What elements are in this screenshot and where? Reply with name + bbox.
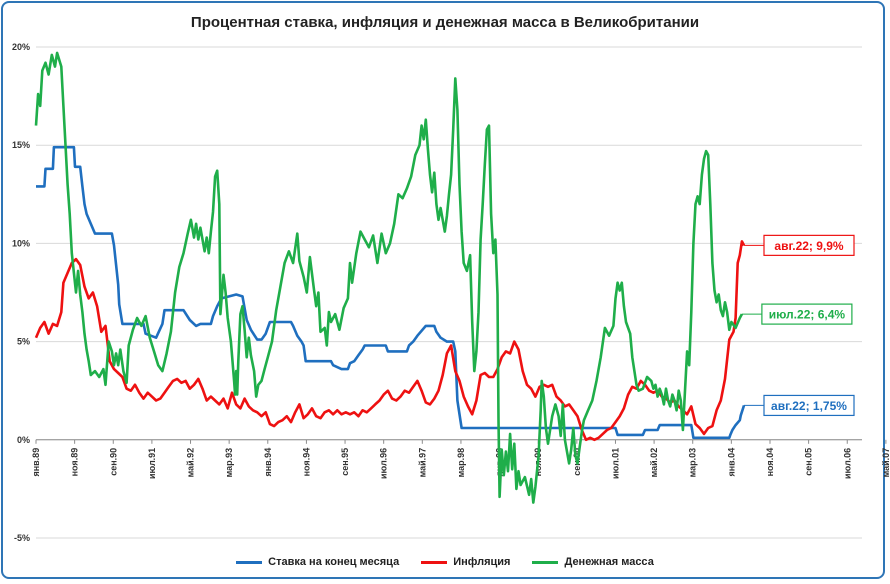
y-tick-label: 15% — [12, 140, 30, 150]
x-tick-label: мар.98 — [456, 448, 466, 478]
chart-title: Процентная ставка, инфляция и денежная м… — [190, 14, 700, 31]
legend-swatch-inflation — [421, 560, 448, 564]
x-tick-label: май.97 — [417, 448, 427, 478]
x-tick-label: май.07 — [881, 448, 890, 478]
legend-label-rate: Ставка на конец месяца — [268, 556, 400, 568]
x-tick-label: янв.04 — [726, 448, 736, 477]
callout-box-inflation — [763, 234, 855, 256]
x-tick-label: янв.94 — [263, 448, 273, 477]
callout-box-rate — [763, 394, 855, 417]
legend-item-rate: Ставка на конец месяца — [236, 556, 399, 568]
x-tick-label: ноя.04 — [765, 448, 775, 477]
y-tick-label: 10% — [12, 238, 30, 248]
legend-item-inflation: Инфляция — [421, 556, 510, 568]
x-tick-label: июл.06 — [842, 448, 852, 479]
callout-label-inflation: авг.22; 9,9% — [774, 239, 844, 253]
x-tick-label: июл.96 — [379, 448, 389, 479]
x-tick-label: янв.89 — [31, 448, 41, 477]
legend-swatch-money — [532, 560, 559, 564]
legend-label-inflation: Инфляция — [453, 556, 511, 568]
x-tick-label: ноя.94 — [301, 448, 311, 477]
legend-item-money: Денежная масса — [532, 556, 654, 568]
callout-box-money — [761, 303, 853, 325]
legend-label-money: Денежная масса — [564, 556, 654, 568]
x-tick-label: ноя.89 — [70, 448, 80, 477]
x-tick-label: сен.95 — [340, 448, 350, 476]
x-tick-label: июл.91 — [147, 448, 157, 479]
series-line-rate — [36, 145, 746, 440]
x-tick-label: июл.01 — [610, 448, 620, 479]
y-tick-label: 20% — [12, 42, 30, 52]
series-line-money — [34, 51, 744, 504]
y-tick-label: 5% — [17, 337, 30, 347]
series-line-inflation — [34, 240, 746, 442]
y-tick-label: -5% — [14, 533, 30, 543]
x-tick-label: сен.05 — [804, 448, 814, 476]
legend-swatch-rate — [236, 560, 263, 564]
callout-label-money: июл.22; 6,4% — [769, 308, 846, 322]
y-tick-label: 0% — [17, 435, 30, 445]
chart-legend: Ставка на конец месяца Инфляция Денежная… — [0, 556, 890, 568]
x-tick-label: мар.03 — [688, 448, 698, 478]
callout-label-rate: авг.22; 1,75% — [771, 399, 847, 413]
x-tick-label: сен.90 — [108, 448, 118, 476]
x-tick-label: май.02 — [649, 448, 659, 478]
x-tick-label: май.92 — [186, 448, 196, 478]
x-tick-label: мар.93 — [224, 448, 234, 478]
